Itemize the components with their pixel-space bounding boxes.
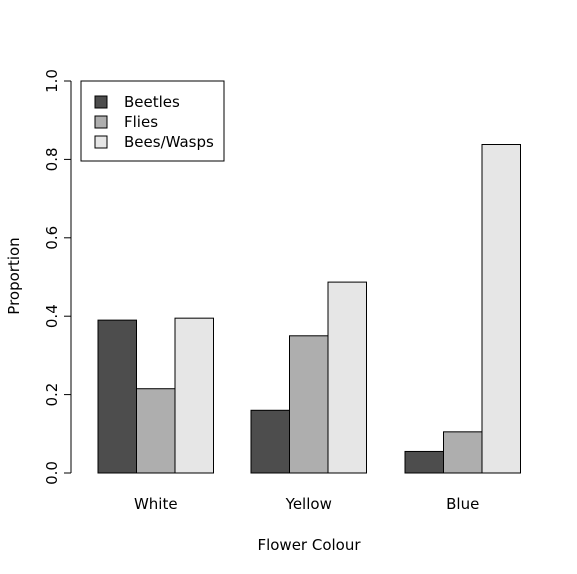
- bar-blue-bees-wasps: [481, 144, 521, 474]
- legend-label: Bees/Wasps: [124, 133, 214, 151]
- y-tick-label: 0.8: [43, 147, 61, 171]
- legend-swatch: [94, 95, 108, 109]
- bar-yellow-flies: [289, 335, 329, 474]
- bar-white-flies: [136, 388, 176, 474]
- x-tick-label: Blue: [446, 495, 479, 513]
- y-tick-label: 0.2: [43, 383, 61, 407]
- legend-swatch: [94, 115, 108, 129]
- bar-white-bees-wasps: [174, 317, 214, 474]
- x-tick-label: Yellow: [285, 495, 332, 513]
- y-axis: 0.0 0.2 0.4 0.6 0.8 1.0: [43, 69, 72, 485]
- bar-blue-flies: [443, 431, 483, 474]
- y-axis-title: Proportion: [5, 237, 23, 314]
- x-axis-title: Flower Colour: [257, 536, 361, 554]
- y-tick-label: 1.0: [43, 69, 61, 93]
- y-tick-label: 0.4: [43, 304, 61, 328]
- y-tick-label: 0.6: [43, 226, 61, 250]
- legend-label: Beetles: [124, 93, 180, 111]
- bar-white-beetles: [97, 319, 137, 474]
- bar-yellow-bees-wasps: [327, 281, 367, 474]
- y-tick-label: 0.0: [43, 461, 61, 485]
- legend-label: Flies: [124, 113, 158, 131]
- legend: Beetles Flies Bees/Wasps: [80, 80, 225, 162]
- bar-blue-beetles: [404, 450, 444, 474]
- x-tick-label: White: [134, 495, 178, 513]
- legend-swatch: [94, 135, 108, 149]
- x-axis-labels: White Yellow Blue: [134, 495, 479, 513]
- bars-group: [97, 144, 521, 474]
- bar-yellow-beetles: [250, 409, 290, 474]
